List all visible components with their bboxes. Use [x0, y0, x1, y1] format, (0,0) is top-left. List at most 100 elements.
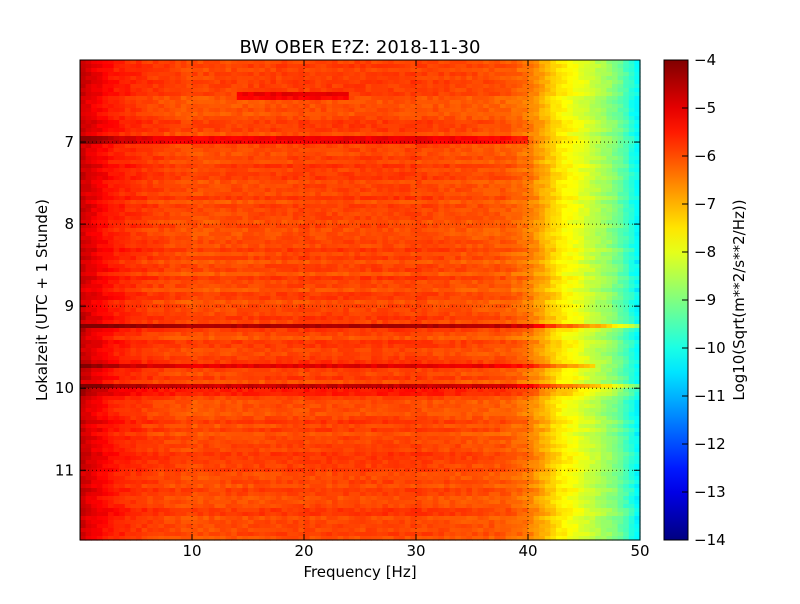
heatmap-cell	[522, 124, 529, 129]
heatmap-cell	[80, 168, 87, 173]
heatmap-cell	[544, 80, 551, 85]
heatmap-cell	[102, 112, 109, 117]
heatmap-cell	[634, 132, 641, 137]
heatmap-cell	[102, 68, 109, 73]
heatmap-cell	[276, 128, 283, 133]
heatmap-cell	[421, 80, 428, 85]
heatmap-cell	[477, 156, 484, 161]
heatmap-cell	[259, 100, 266, 105]
heatmap-cell	[248, 128, 255, 133]
heatmap-cell	[281, 168, 288, 173]
heatmap-cell	[203, 252, 210, 257]
heatmap-cell	[488, 136, 495, 141]
heatmap-cell	[388, 160, 395, 165]
heatmap-cell	[248, 136, 255, 141]
heatmap-cell	[533, 244, 540, 249]
heatmap-cell	[136, 128, 143, 133]
heatmap-cell	[298, 148, 305, 153]
heatmap-cell	[85, 88, 92, 93]
heatmap-cell	[113, 172, 120, 177]
heatmap-cell	[393, 180, 400, 185]
heatmap-cell	[236, 232, 243, 237]
heatmap-cell	[276, 252, 283, 257]
heatmap-cell	[304, 152, 311, 157]
heatmap-cell	[141, 240, 148, 245]
heatmap-cell	[522, 128, 529, 133]
heatmap-cell	[511, 244, 518, 249]
heatmap-cell	[404, 192, 411, 197]
heatmap-cell	[343, 92, 350, 97]
heatmap-cell	[567, 132, 574, 137]
heatmap-cell	[242, 160, 249, 165]
heatmap-cell	[214, 96, 221, 101]
heatmap-cell	[169, 104, 176, 109]
heatmap-cell	[376, 72, 383, 77]
heatmap-cell	[404, 128, 411, 133]
heatmap-cell	[634, 168, 641, 173]
heatmap-cell	[287, 136, 294, 141]
heatmap-cell	[410, 80, 417, 85]
heatmap-cell	[393, 84, 400, 89]
heatmap-cell	[343, 188, 350, 193]
heatmap-cell	[477, 72, 484, 77]
heatmap-cell	[572, 124, 579, 129]
heatmap-cell	[141, 248, 148, 253]
heatmap-cell	[360, 164, 367, 169]
heatmap-cell	[332, 200, 339, 205]
heatmap-cell	[304, 184, 311, 189]
heatmap-cell	[343, 132, 350, 137]
heatmap-cell	[180, 144, 187, 149]
heatmap-cell	[500, 192, 507, 197]
heatmap-cell	[561, 228, 568, 233]
heatmap-cell	[376, 68, 383, 73]
heatmap-cell	[500, 112, 507, 117]
heatmap-cell	[432, 156, 439, 161]
heatmap-cell	[236, 184, 243, 189]
heatmap-cell	[281, 128, 288, 133]
heatmap-cell	[192, 188, 199, 193]
heatmap-cell	[544, 108, 551, 113]
heatmap-cell	[158, 72, 165, 77]
heatmap-cell	[281, 136, 288, 141]
heatmap-cell	[136, 244, 143, 249]
heatmap-cell	[208, 164, 215, 169]
heatmap-cell	[544, 140, 551, 145]
heatmap-cell	[343, 108, 350, 113]
heatmap-cell	[460, 140, 467, 145]
heatmap-cell	[438, 200, 445, 205]
heatmap-cell	[292, 188, 299, 193]
heatmap-cell	[309, 152, 316, 157]
heatmap-cell	[606, 220, 613, 225]
heatmap-cell	[281, 196, 288, 201]
heatmap-cell	[516, 240, 523, 245]
heatmap-cell	[343, 112, 350, 117]
heatmap-cell	[85, 60, 92, 65]
heatmap-cell	[455, 84, 462, 89]
heatmap-cell	[533, 204, 540, 209]
heatmap-cell	[186, 236, 193, 241]
heatmap-cell	[466, 188, 473, 193]
heatmap-cell	[477, 176, 484, 181]
heatmap-cell	[152, 236, 159, 241]
heatmap-cell	[253, 64, 260, 69]
heatmap-cell	[136, 152, 143, 157]
heatmap-cell	[96, 208, 103, 213]
heatmap-cell	[169, 136, 176, 141]
heatmap-cell	[108, 180, 115, 185]
heatmap-cell	[612, 116, 619, 121]
heatmap-cell	[365, 244, 372, 249]
heatmap-cell	[404, 228, 411, 233]
heatmap-cell	[175, 216, 182, 221]
heatmap-cell	[354, 232, 361, 237]
heatmap-cell	[102, 136, 109, 141]
heatmap-cell	[259, 152, 266, 157]
heatmap-cell	[522, 188, 529, 193]
heatmap-cell	[326, 80, 333, 85]
heatmap-cell	[253, 168, 260, 173]
heatmap-cell	[460, 100, 467, 105]
heatmap-cell	[371, 188, 378, 193]
heatmap-cell	[516, 136, 523, 141]
heatmap-cell	[253, 160, 260, 165]
heatmap-cell	[376, 124, 383, 129]
heatmap-cell	[500, 236, 507, 241]
